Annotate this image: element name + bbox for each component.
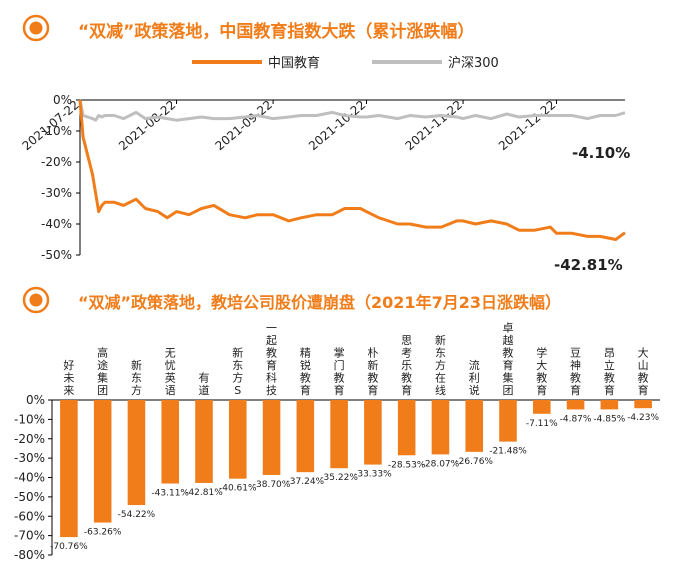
bar — [161, 400, 180, 484]
bar-value-label: -21.48% — [489, 447, 527, 457]
title-bullet-dot-icon — [29, 293, 43, 307]
series-line-cn-edu — [78, 99, 626, 241]
bar-chart: 0% -10% -20% -30% -40% -50% -60% -70% -80% -70.76… — [14, 322, 660, 562]
category-label: 一起教育科技 — [266, 322, 277, 398]
bar-value-label: -4.23% — [627, 413, 659, 423]
category-label: 流利说 — [469, 358, 480, 397]
bar-value-label: -35.22% — [320, 473, 358, 483]
bar-value-label: -33.33% — [354, 470, 392, 480]
category-label: 新东方 — [131, 358, 142, 397]
bar — [532, 400, 551, 414]
y-tick-label: -40% — [41, 217, 72, 231]
y-tick-label: -30% — [14, 451, 45, 465]
category-label: 新东方在线 — [435, 333, 446, 397]
y-tick-label: -60% — [14, 509, 45, 523]
category-label: 思考乐教育 — [401, 334, 412, 397]
bar — [127, 400, 146, 506]
bar-value-label: -7.11% — [526, 419, 558, 429]
y-tick-label: -30% — [41, 186, 72, 200]
y-tick-label: -80% — [14, 548, 45, 562]
bar — [499, 400, 517, 442]
bar-value-label: -4.85% — [593, 414, 625, 424]
bar — [431, 400, 450, 455]
x-tick-label: 2021-11-22 — [403, 98, 465, 154]
chart1-title: “双减”政策落地，中国教育指数大跌（累计涨跌幅） — [78, 21, 474, 42]
line-chart: 0% -10% -20% -30% -40% -50% 2021-07-22 2021-08-… — [19, 93, 626, 262]
bar-value-label: -43.11% — [151, 489, 189, 499]
bar — [465, 400, 484, 452]
y-tick-label: -50% — [14, 490, 45, 504]
y-tick-label: -40% — [14, 471, 45, 485]
category-label: 学大教育 — [536, 346, 547, 398]
title-bullet-dot-icon — [29, 21, 43, 35]
x-tick-label: 2021-09-22 — [213, 98, 275, 154]
category-label: 精锐教育 — [300, 347, 311, 398]
bar — [262, 400, 281, 475]
y-tick-label: -10% — [41, 124, 72, 138]
y-tick-label: 0% — [53, 93, 72, 107]
bar — [634, 400, 652, 409]
bar — [397, 400, 416, 456]
legend-label-hs300: 沪深300 — [448, 55, 499, 71]
bar-value-label: -70.76% — [50, 542, 88, 552]
bar-value-label: -26.76% — [455, 457, 493, 467]
bar-value-label: -40.61% — [219, 484, 257, 494]
category-label: 掌门教育 — [334, 346, 345, 398]
bar-value-label: -38.70% — [253, 480, 291, 490]
bar-value-label: -63.26% — [84, 528, 122, 538]
x-tick-label: 2021-08-22 — [116, 98, 178, 154]
category-label: 无忧英语 — [165, 347, 176, 398]
y-tick-label: -70% — [14, 529, 45, 543]
bar-value-label: -28.53% — [388, 460, 426, 470]
x-tick-label: 2021-10-22 — [306, 98, 368, 154]
bar-value-label: -28.07% — [422, 459, 460, 469]
bar — [566, 400, 585, 410]
x-tick-label: 2021-07-22 — [19, 98, 81, 154]
bar — [195, 400, 213, 483]
y-tick-label: 0% — [26, 393, 45, 407]
category-label: 卓越教育集团 — [503, 322, 514, 398]
series-line-hs300 — [78, 99, 626, 122]
bar-value-label: -4.87% — [560, 414, 592, 424]
chart2-header: “双减”政策落地，教培公司股价遭崩盘（2021年7月23日涨跌幅） — [22, 286, 561, 314]
category-label: 大山教育 — [638, 346, 649, 398]
bar — [600, 400, 619, 410]
bar — [364, 400, 382, 465]
y-tick-label: -20% — [41, 155, 72, 169]
x-tick-label: 2021-12-22 — [496, 98, 558, 154]
title-bullet-icon — [22, 286, 50, 314]
title-bullet-icon — [22, 14, 50, 42]
category-label: 豆神教育 — [570, 347, 581, 398]
bar-value-label: -54.22% — [118, 510, 156, 520]
chart2-title: “双减”政策落地，教培公司股价遭崩盘（2021年7月23日涨跌幅） — [78, 293, 561, 312]
category-label: 有道 — [199, 371, 210, 398]
bar-value-label: -42.81% — [185, 488, 223, 498]
bar — [60, 400, 78, 538]
category-label: 朴新教育 — [367, 346, 378, 398]
bar — [296, 400, 315, 473]
category-label: 新东方 S — [232, 346, 243, 398]
chart1-legend: 中国教育 沪深300 — [192, 55, 499, 71]
annotation-cn-edu-end: -42.81% — [554, 256, 623, 274]
chart1-header: “双减”政策落地，中国教育指数大跌（累计涨跌幅） — [22, 14, 474, 42]
category-label: 昂立教育 — [604, 347, 615, 398]
bar-value-label: -37.24% — [287, 477, 325, 487]
y-tick-label: -20% — [14, 432, 45, 446]
category-label: 好未来 — [63, 358, 74, 397]
bar — [93, 400, 112, 523]
bar — [228, 400, 247, 479]
bar — [330, 400, 348, 469]
annotation-hs300-end: -4.10% — [572, 144, 630, 162]
category-label: 高途集团 — [97, 346, 108, 398]
y-tick-label: -10% — [14, 412, 45, 426]
legend-label-cn-edu: 中国教育 — [268, 55, 320, 71]
y-tick-label: -50% — [41, 248, 72, 262]
